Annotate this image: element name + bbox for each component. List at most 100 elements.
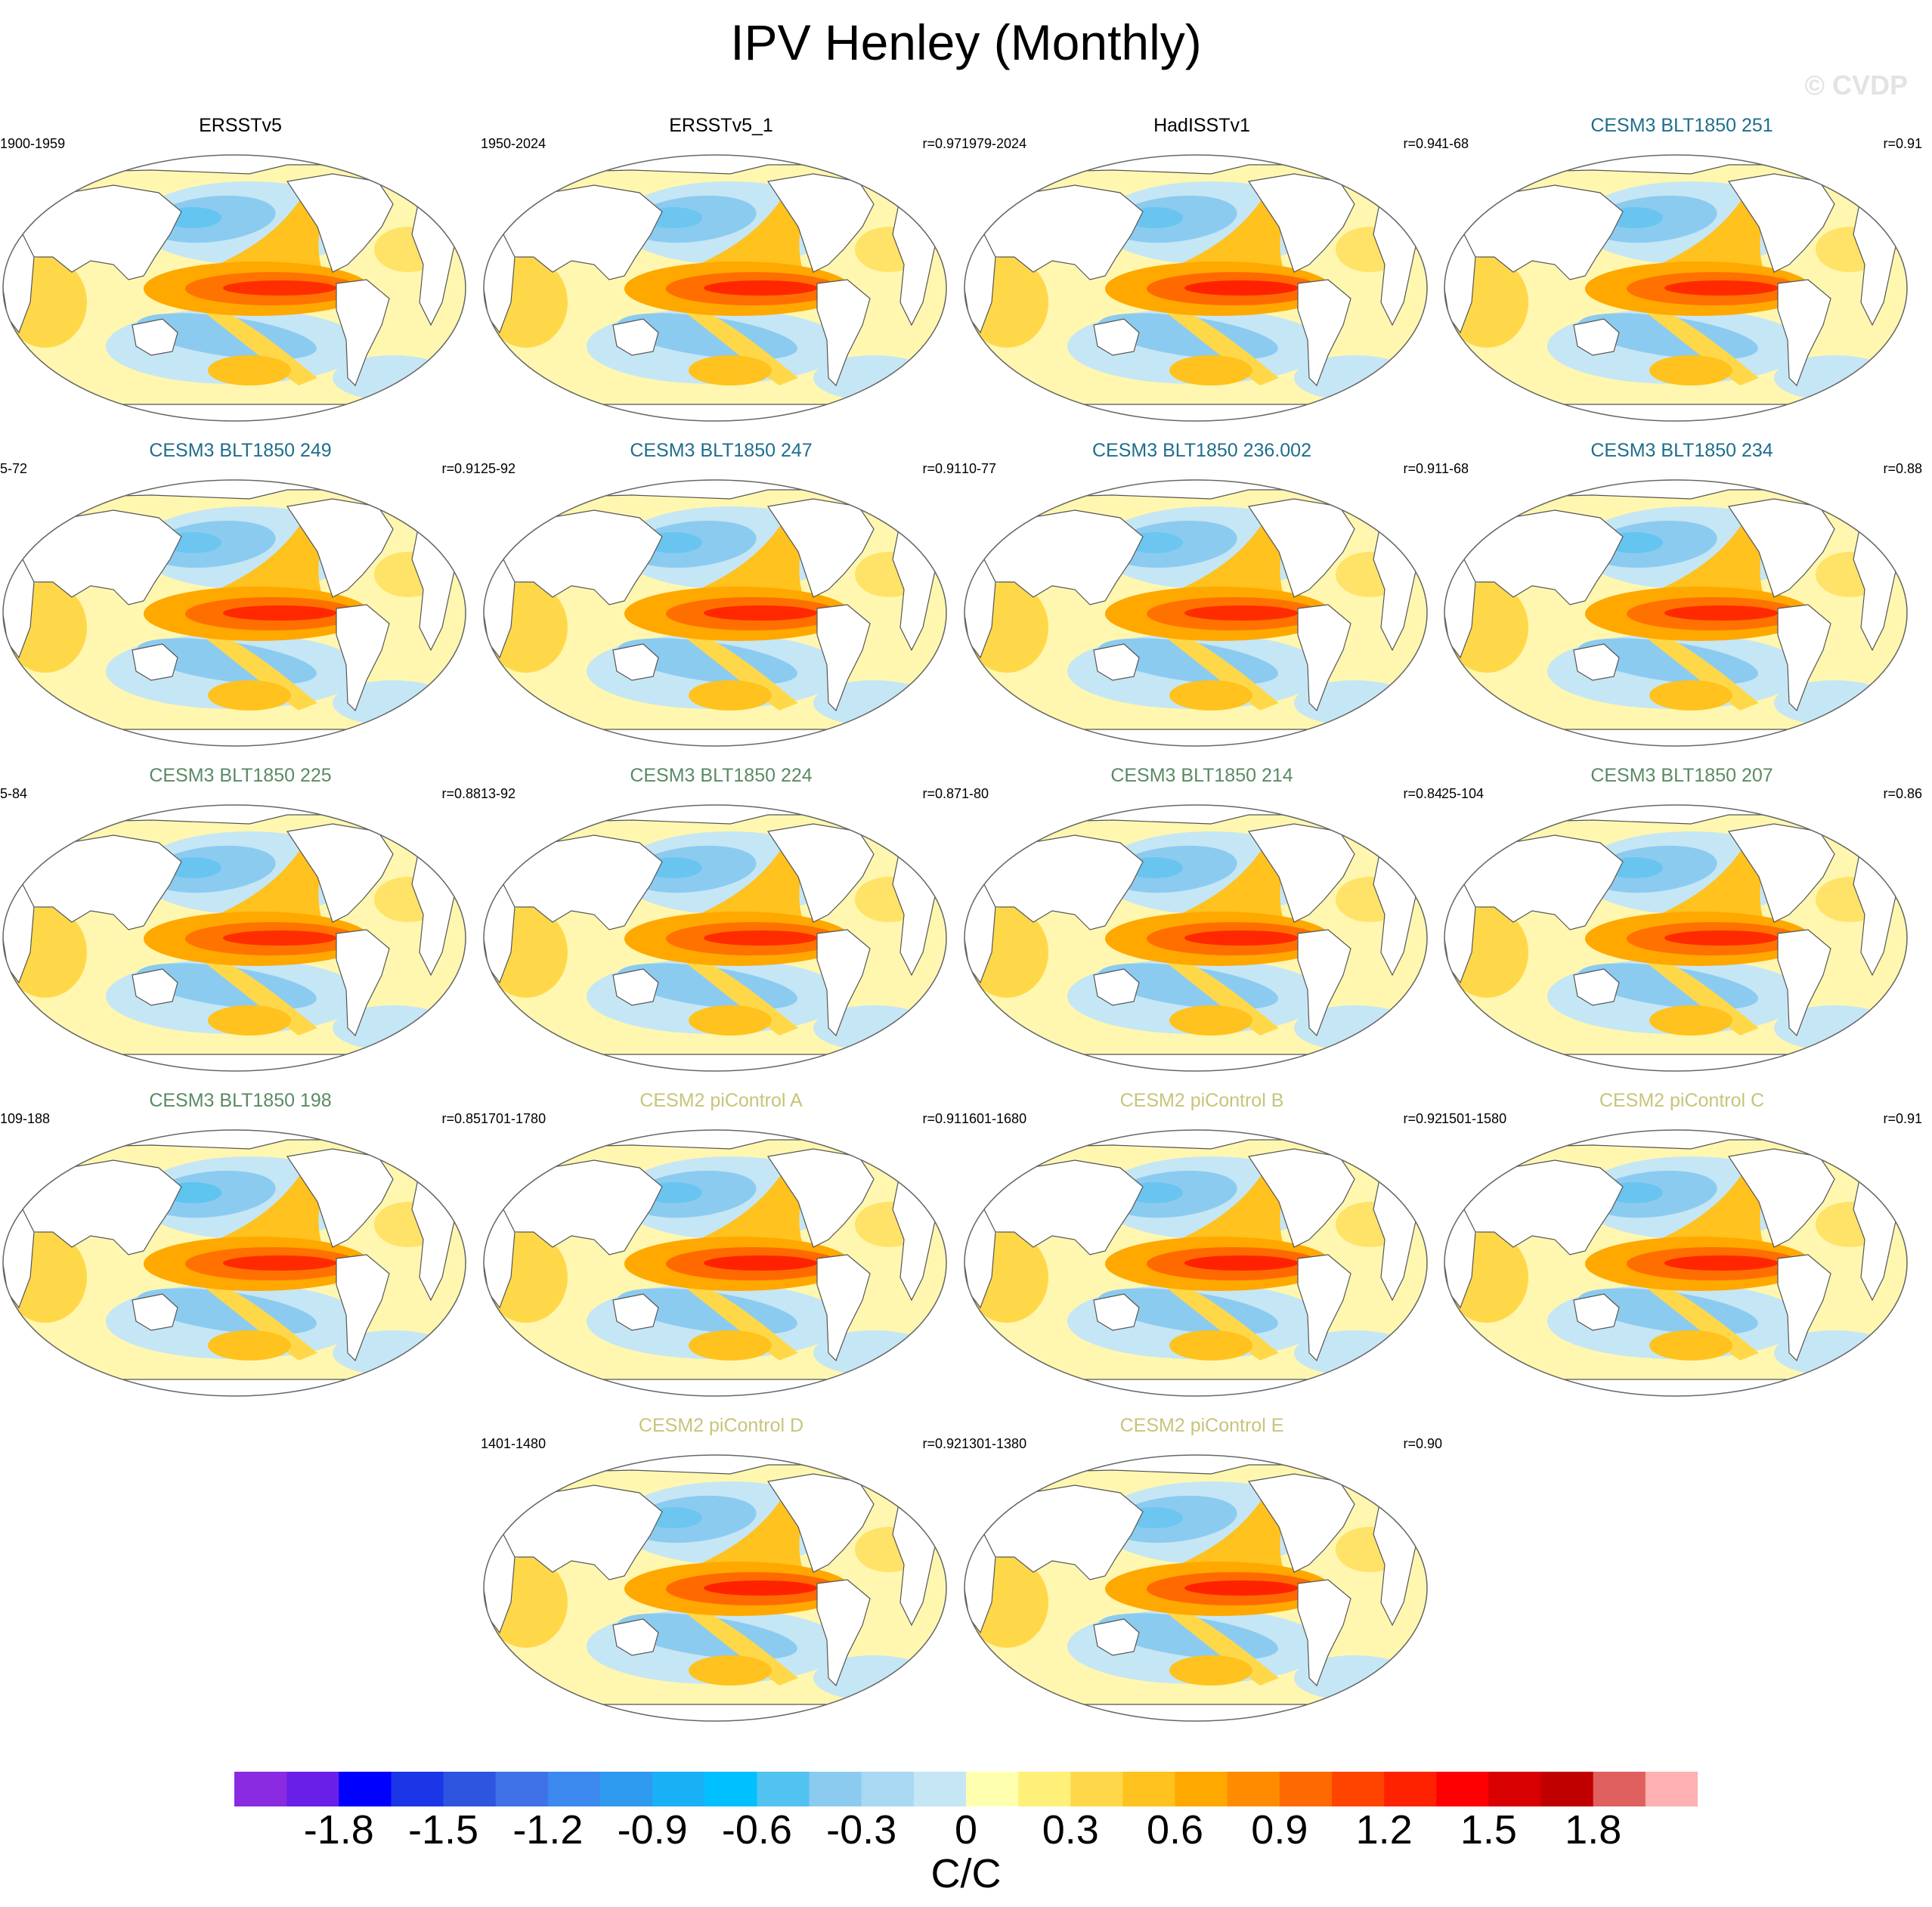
- south-america-landmass: [336, 279, 390, 387]
- map-panel: CESM2 piControl A 1701-1780 r=0.91: [481, 1090, 961, 1400]
- equatorial-warm-core: [704, 930, 817, 946]
- south-pacific-warm-blob: [208, 1330, 291, 1361]
- equatorial-warm-core: [1184, 280, 1298, 296]
- south-pacific-warm-blob: [1649, 355, 1732, 385]
- australia-landmass: [1573, 643, 1620, 681]
- map-panel: CESM3 BLT1850 198 109-188 r=0.85: [0, 1090, 481, 1400]
- australia-landmass: [1093, 318, 1140, 356]
- south-america-landmass: [1297, 1254, 1351, 1362]
- sst-regression-map: [2, 154, 466, 422]
- colorbar-box: [1332, 1772, 1385, 1806]
- map-panel: CESM2 piControl B 1601-1680 r=0.92: [961, 1090, 1442, 1400]
- panel-correlation: r=0.85: [441, 1111, 481, 1126]
- colorbar-box: [861, 1772, 915, 1806]
- africa-landmass: [964, 559, 996, 659]
- asia-landmass: [1451, 1159, 1624, 1255]
- asia-landmass: [10, 1159, 182, 1255]
- colorbar-box: [443, 1772, 497, 1806]
- africa-landmass: [964, 1534, 996, 1634]
- africa-landmass: [964, 234, 996, 334]
- australia-landmass: [612, 318, 659, 356]
- equatorial-warm-core: [223, 605, 336, 621]
- colorbar-box: [704, 1772, 757, 1806]
- south-pacific-warm-blob: [1169, 680, 1252, 710]
- south-america-landmass: [1297, 929, 1351, 1037]
- panel-correlation: r=0.92: [1403, 1111, 1442, 1126]
- map-border: [2, 804, 466, 1072]
- antarctica-landmass: [484, 1054, 946, 1071]
- sst-regression-map: [483, 154, 947, 422]
- australia-landmass: [612, 1293, 659, 1331]
- map-border: [483, 154, 947, 422]
- asia-landmass: [491, 1484, 663, 1580]
- south-pacific-warm-blob: [689, 680, 772, 710]
- asia-landmass: [1451, 184, 1624, 280]
- sst-regression-map: [964, 1454, 1428, 1722]
- panel-title: CESM3 BLT1850 236.002: [1091, 440, 1311, 461]
- panel-title: CESM3 BLT1850 247: [630, 440, 813, 461]
- south-pacific-warm-blob: [1649, 1005, 1732, 1036]
- south-america-landmass: [1297, 604, 1351, 712]
- africa-landmass: [484, 1209, 516, 1309]
- antarctica-landmass: [964, 1379, 1427, 1396]
- map-panel: CESM3 BLT1850 224 13-92 r=0.87: [481, 765, 961, 1075]
- colorbar-box: [1540, 1772, 1594, 1806]
- asia-landmass: [1451, 509, 1624, 605]
- panel-period: 1950-2024: [481, 136, 546, 151]
- south-pacific-warm-blob: [689, 1005, 772, 1036]
- antarctica-landmass: [964, 729, 1427, 746]
- antarctica-landmass: [1444, 404, 1907, 421]
- sst-regression-map: [1444, 154, 1908, 422]
- south-pacific-warm-blob: [1169, 1005, 1252, 1036]
- colorbar-box: [809, 1772, 862, 1806]
- south-pacific-warm-blob: [1169, 355, 1252, 385]
- map-panel: ERSSTv5_1 1950-2024 r=0.97: [481, 115, 961, 425]
- equatorial-warm-core: [704, 605, 817, 621]
- equatorial-warm-core: [1184, 605, 1298, 621]
- equatorial-warm-core: [1664, 280, 1778, 296]
- colorbar-tick-label: -1.5: [408, 1807, 479, 1853]
- colorbar-box: [339, 1772, 392, 1806]
- sst-regression-map: [483, 479, 947, 747]
- antarctica-landmass: [964, 1054, 1427, 1071]
- africa-landmass: [3, 234, 35, 334]
- equatorial-warm-core: [1664, 605, 1778, 621]
- sst-regression-map: [2, 804, 466, 1072]
- panel-period: 13-92: [481, 786, 516, 801]
- map-border: [964, 1129, 1428, 1397]
- australia-landmass: [1573, 968, 1620, 1006]
- panel-correlation: r=0.97: [922, 136, 961, 151]
- australia-landmass: [1093, 1618, 1140, 1656]
- panel-period: 1501-1580: [1441, 1111, 1507, 1126]
- south-pacific-warm-blob: [1169, 1655, 1252, 1686]
- colorbar-box: [1645, 1772, 1698, 1806]
- map-border: [483, 804, 947, 1072]
- australia-landmass: [612, 1618, 659, 1656]
- australia-landmass: [1093, 643, 1140, 681]
- panel-title: CESM3 BLT1850 224: [630, 765, 813, 786]
- equatorial-warm-core: [1664, 1255, 1778, 1271]
- sst-regression-map: [1444, 479, 1908, 747]
- map-border: [964, 1454, 1428, 1722]
- panel-title: CESM3 BLT1850 207: [1590, 765, 1773, 786]
- south-america-landmass: [1297, 1579, 1351, 1687]
- asia-landmass: [971, 1484, 1144, 1580]
- australia-landmass: [612, 643, 659, 681]
- panel-title: CESM3 BLT1850 251: [1590, 115, 1773, 136]
- map-panel: CESM3 BLT1850 251 1-68 r=0.91: [1441, 115, 1922, 425]
- australia-landmass: [132, 643, 178, 681]
- map-border: [1444, 804, 1908, 1072]
- asia-landmass: [1451, 834, 1624, 930]
- map-border: [483, 1129, 947, 1397]
- colorbar-tick-label: 0: [954, 1807, 978, 1853]
- antarctica-landmass: [1444, 729, 1907, 746]
- south-pacific-warm-blob: [1649, 1330, 1732, 1361]
- colorbar-tick-label: -0.9: [617, 1807, 688, 1853]
- equatorial-warm-core: [704, 280, 817, 296]
- africa-landmass: [484, 1534, 516, 1634]
- africa-landmass: [1444, 234, 1476, 334]
- equatorial-warm-core: [223, 280, 336, 296]
- panel-correlation: r=0.84: [1403, 786, 1442, 801]
- map-panel: CESM3 BLT1850 247 25-92 r=0.91: [481, 440, 961, 750]
- colorbar-box: [1279, 1772, 1333, 1806]
